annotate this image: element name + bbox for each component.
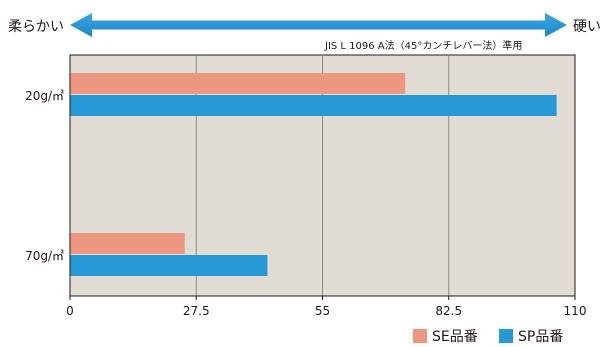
scale-arrow xyxy=(70,13,567,37)
bar-se xyxy=(70,233,185,254)
x-tick-label: 0 xyxy=(66,304,74,318)
double-arrow-icon xyxy=(70,13,567,37)
bar-sp xyxy=(70,95,557,116)
x-tick-label: 55 xyxy=(315,304,330,318)
category-label: 70g/㎡ xyxy=(25,249,64,263)
bar-sp xyxy=(70,255,268,276)
hard-label: 硬い xyxy=(573,19,601,35)
x-tick-label: 27.5 xyxy=(183,304,210,318)
x-tick-label: 82.5 xyxy=(435,304,462,318)
legend-label: SP品番 xyxy=(518,329,563,345)
bar-se xyxy=(70,73,406,94)
legend-swatch xyxy=(499,329,513,343)
category-label: 20g/㎡ xyxy=(25,89,64,103)
bars xyxy=(70,73,557,276)
x-tick-label: 110 xyxy=(564,304,587,318)
x-tick-labels: 0 27.5 55 82.5 110 xyxy=(66,296,586,318)
legend-label: SE品番 xyxy=(432,329,478,345)
category-labels: 20g/㎡ 70g/㎡ xyxy=(25,89,64,263)
method-note: JIS L 1096 A法（45°カンチレバー法）準用 xyxy=(324,39,522,52)
soft-label: 柔らかい xyxy=(8,19,64,35)
legend-swatch xyxy=(413,329,427,343)
legend: SE品番 SP品番 xyxy=(413,329,563,345)
